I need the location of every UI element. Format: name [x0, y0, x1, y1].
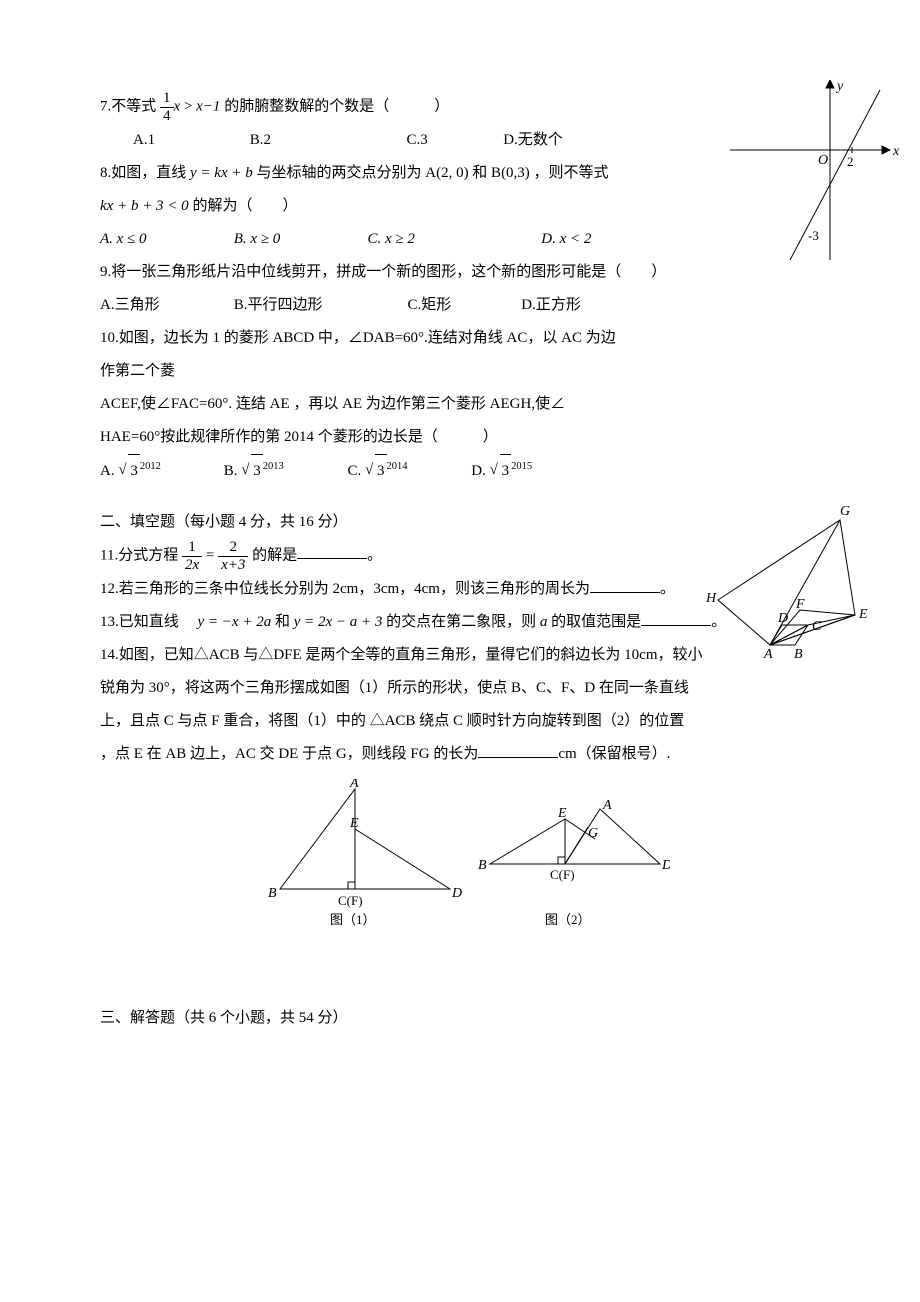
q11-lhs: 1 2x: [182, 539, 202, 573]
q7-opt-d: D.无数个: [503, 124, 563, 157]
section-2-title: 二、填空题（每小题 4 分，共 16 分）: [100, 506, 820, 539]
q10-opt-a: A. 32012: [100, 454, 220, 488]
q13: 13.已知直线 y = −x + 2a 和 y = 2x − a + 3 的交点…: [100, 606, 820, 639]
q7-opt-b: B.2: [250, 124, 400, 157]
q8-opt-c: C. x ≥ 2: [368, 223, 538, 256]
svg-text:B: B: [268, 886, 277, 901]
q9-opt-b: B.平行四边形: [234, 289, 404, 322]
q11-blank: [297, 545, 367, 560]
q8-ineq: kx + b + 3 < 0: [100, 198, 189, 214]
q10-l1: 10.如图，边长为 1 的菱形 ABCD 中，∠DAB=60°.连结对角线 AC…: [100, 322, 620, 388]
svg-text:D: D: [451, 886, 462, 901]
q7-frac: 1 4: [160, 90, 174, 124]
lab-E: E: [858, 607, 868, 622]
svg-text:C(F): C(F): [550, 867, 575, 882]
svg-text:B: B: [478, 858, 487, 873]
q10-l3: HAE=60°按此规律所作的第 2014 个菱形的边长是（ ）: [100, 421, 620, 454]
q11: 11.分式方程 1 2x = 2 x+3 的解是。: [100, 539, 820, 573]
q8-eq: y = kx + b: [190, 165, 253, 181]
svg-text:G: G: [588, 826, 598, 841]
q8-stem-a: 8.如图，直线: [100, 165, 186, 181]
q14-figures: A E B D C(F) 图（1） B D E A G C(F) 图（2）: [100, 779, 820, 942]
q7-x1: x: [174, 98, 181, 114]
svg-text:E: E: [557, 806, 567, 821]
q7-opt-c: C.3: [407, 124, 497, 157]
q8-opt-b: B. x ≥ 0: [234, 223, 364, 256]
q10-opt-c: C. 32014: [348, 454, 468, 488]
q8-options: A. x ≤ 0 B. x ≥ 0 C. x ≥ 2 D. x < 2: [100, 223, 820, 256]
q8-stem-c: 的解为（ ）: [192, 198, 297, 214]
q10: 10.如图，边长为 1 的菱形 ABCD 中，∠DAB=60°.连结对角线 AC…: [100, 322, 820, 454]
q7-rhs: x−1: [196, 98, 220, 114]
q9-opt-d: D.正方形: [521, 289, 581, 322]
q7-options: A.1 B.2 C.3 D.无数个: [100, 124, 820, 157]
svg-text:E: E: [349, 816, 359, 831]
q7-stem-a: 7.不等式: [100, 98, 156, 114]
q9: 9.将一张三角形纸片沿中位线剪开，拼成一个新的图形，这个新的图形可能是（ ）: [100, 256, 820, 289]
svg-text:C(F): C(F): [338, 893, 363, 908]
q13-blank: [641, 612, 711, 627]
q10-options: A. 32012 B. 32013 C. 32014 D. 32015: [100, 454, 820, 488]
q7-opt-a: A.1: [133, 124, 243, 157]
q9-stem: 9.将一张三角形纸片沿中位线剪开，拼成一个新的图形，这个新的图形可能是（ ）: [100, 264, 666, 280]
q11-rhs: 2 x+3: [218, 539, 248, 573]
q14: 14.如图，已知△ACB 与△DFE 是两个全等的直角三角形，量得它们的斜边长为…: [100, 639, 820, 771]
svg-text:图（2）: 图（2）: [545, 912, 591, 927]
q8-opt-d: D. x < 2: [541, 223, 591, 256]
svg-text:图（1）: 图（1）: [330, 912, 376, 927]
svg-text:A: A: [602, 798, 612, 813]
lab-G: G: [840, 504, 850, 519]
axis-x-label: x: [892, 144, 900, 159]
q7: 7.不等式 1 4 x > x−1 的肺腑整数解的个数是（ ）: [100, 90, 820, 124]
q12-blank: [590, 579, 660, 594]
svg-text:A: A: [349, 779, 359, 791]
q7-stem-b: 的肺腑整数解的个数是（ ）: [224, 98, 449, 114]
q12: 12.若三角形的三条中位线长分别为 2cm，3cm，4cm，则该三角形的周长为。: [100, 573, 820, 606]
q10-opt-d: D. 32015: [471, 454, 532, 488]
section-3-title: 三、解答题（共 6 个小题，共 54 分）: [100, 1002, 820, 1035]
q8: 8.如图，直线 y = kx + b 与坐标轴的两交点分别为 A(2, 0) 和…: [100, 157, 820, 223]
q9-opt-a: A.三角形: [100, 289, 230, 322]
x-intercept-2: 2: [847, 154, 854, 169]
q8-opt-a: A. x ≤ 0: [100, 223, 230, 256]
q9-opt-c: C.矩形: [408, 289, 518, 322]
q10-opt-b: B. 32013: [224, 454, 344, 488]
axis-y-label: y: [835, 80, 844, 94]
q8-stem-b: 与坐标轴的两交点分别为 A(2, 0) 和 B(0,3) ，则不等式: [256, 165, 608, 181]
q10-l2: ACEF,使∠FAC=60°. 连结 AE ，再以 AE 为边作第三个菱形 AE…: [100, 388, 620, 421]
q14-blank: [478, 744, 558, 759]
q9-options: A.三角形 B.平行四边形 C.矩形 D.正方形: [100, 289, 820, 322]
svg-text:D: D: [661, 858, 670, 873]
